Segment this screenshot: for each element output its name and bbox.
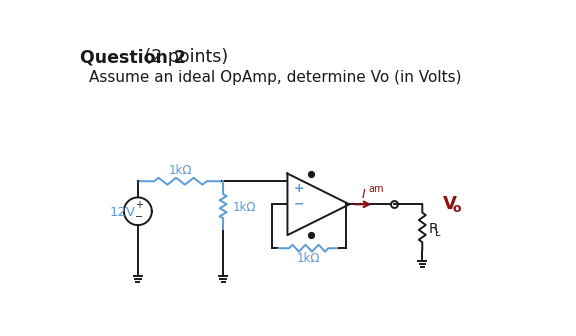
Text: −: − bbox=[135, 212, 143, 222]
Text: 12V: 12V bbox=[110, 206, 136, 219]
Text: 1kΩ: 1kΩ bbox=[169, 164, 192, 177]
Text: R: R bbox=[429, 222, 438, 236]
Text: o: o bbox=[453, 202, 461, 215]
Text: Question 2: Question 2 bbox=[79, 48, 185, 66]
Text: Assume an ideal OpAmp, determine Vo (in Volts): Assume an ideal OpAmp, determine Vo (in … bbox=[89, 70, 461, 85]
Text: am: am bbox=[368, 184, 384, 194]
Text: +: + bbox=[294, 182, 304, 196]
Text: (2 points): (2 points) bbox=[139, 48, 228, 66]
Text: −: − bbox=[294, 197, 304, 210]
Text: 1kΩ: 1kΩ bbox=[297, 252, 320, 265]
Text: +: + bbox=[135, 200, 143, 210]
Text: I: I bbox=[362, 188, 366, 201]
Text: 1kΩ: 1kΩ bbox=[233, 201, 256, 214]
Text: L: L bbox=[435, 228, 441, 238]
Text: V: V bbox=[442, 195, 456, 213]
